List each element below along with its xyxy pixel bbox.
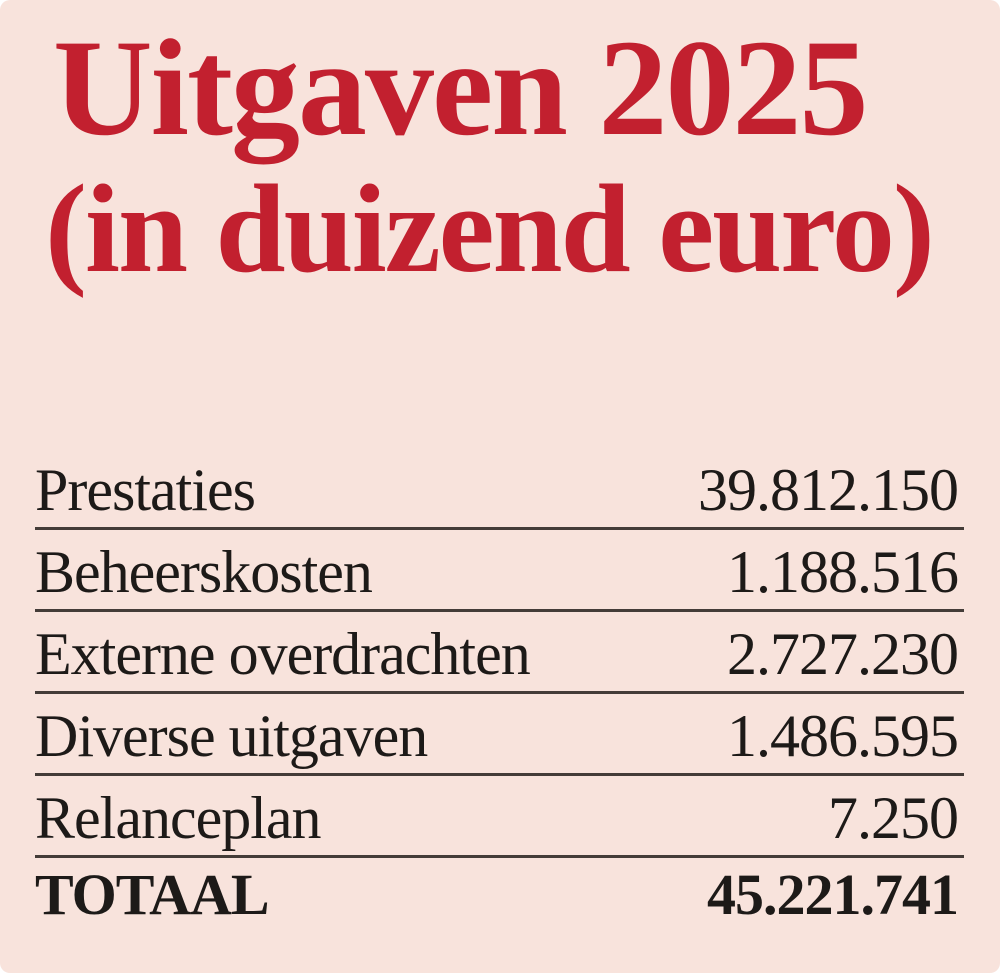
total-row: TOTAAL 45.221.741 (35, 858, 964, 940)
row-label: Prestaties (35, 457, 256, 523)
table-row: Prestaties 39.812.150 (35, 448, 964, 530)
page-title: Uitgaven 2025 (53, 11, 868, 164)
table-row: Beheerskosten 1.188.516 (35, 530, 964, 612)
row-value: 1.486.595 (727, 703, 959, 769)
page-subtitle: (in duizend euro) (45, 160, 935, 300)
row-label: Beheerskosten (35, 539, 373, 605)
title-block: Uitgaven 2025 (in duizend euro) (45, 11, 980, 300)
table-row: Externe overdrachten 2.727.230 (35, 612, 964, 694)
table-row: Relanceplan 7.250 (35, 776, 964, 858)
table-row: Diverse uitgaven 1.486.595 (35, 694, 964, 776)
row-value: 39.812.150 (698, 457, 959, 523)
row-label: Relanceplan (35, 785, 322, 851)
expenses-table: Prestaties 39.812.150 Beheerskosten 1.18… (35, 448, 964, 940)
row-value: 7.250 (828, 785, 959, 851)
row-label: Externe overdrachten (35, 621, 531, 687)
row-value: 2.727.230 (727, 621, 959, 687)
total-value: 45.221.741 (707, 862, 959, 927)
total-label: TOTAAL (35, 862, 270, 927)
row-label: Diverse uitgaven (35, 703, 428, 769)
row-value: 1.188.516 (727, 539, 959, 605)
